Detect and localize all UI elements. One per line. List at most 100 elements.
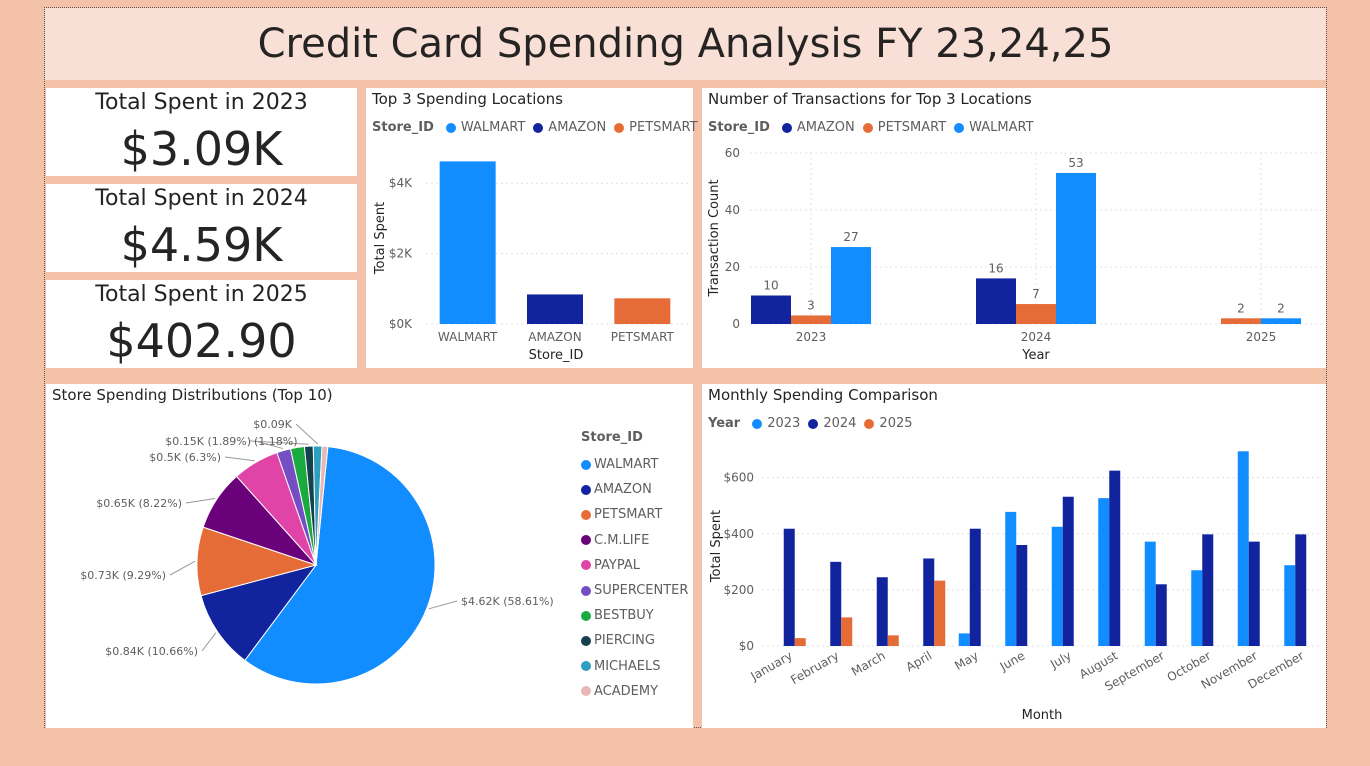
pie-legend: Store_ID WALMART AMAZON PETSMART C.M.LIFE PA…: [581, 430, 688, 704]
legend-swatch: [581, 635, 591, 646]
legend-item[interactable]: AMAZON: [548, 120, 607, 135]
legend-item[interactable]: C.M.LIFE: [581, 528, 688, 553]
bar: [887, 635, 899, 646]
x-tick-label: March: [849, 648, 888, 678]
chart-legend: Store_ID WALMART AMAZON PETSMART: [372, 120, 698, 135]
legend-label: MICHAELS: [594, 658, 661, 674]
bar: [1191, 570, 1203, 646]
legend-swatch: [752, 418, 763, 429]
legend-item[interactable]: 2024: [823, 416, 857, 431]
data-label: 3: [807, 298, 815, 312]
legend-swatch: [581, 560, 591, 571]
bar: [1295, 534, 1307, 646]
bar: [1202, 534, 1214, 646]
leader-line: [224, 456, 255, 462]
legend-item[interactable]: PETSMART: [877, 120, 947, 135]
bar: [1155, 584, 1167, 646]
legend-title: Store_ID: [581, 430, 643, 445]
legend-item[interactable]: PAYPAL: [581, 553, 688, 578]
legend-swatch: [581, 610, 591, 621]
legend-item[interactable]: 2023: [767, 416, 801, 431]
bar: [830, 561, 842, 646]
bar: [1016, 545, 1028, 646]
legend-label: WALMART: [594, 457, 659, 473]
store-pie-chart: $4.62K (58.61%) $0.84K (10.66%) $0.73K (9.…: [80, 418, 554, 685]
legend-item[interactable]: AMAZON: [796, 120, 855, 135]
bar: [969, 528, 981, 646]
legend-item[interactable]: PETSMART: [581, 502, 688, 527]
leader-line: [201, 632, 217, 652]
legend-item[interactable]: BESTBUY: [581, 603, 688, 628]
data-label: $0.65K (8.22%): [96, 497, 182, 510]
y-tick-label: 40: [725, 203, 740, 217]
x-tick-label: AMAZON: [528, 330, 581, 344]
legend-label: SUPERCENTER: [594, 583, 689, 599]
legend-label: ACADEMY: [594, 683, 659, 699]
chart-title: Monthly Spending Comparison: [708, 386, 938, 404]
legend-label: PETSMART: [594, 507, 663, 523]
legend-item[interactable]: ACADEMY: [581, 679, 688, 704]
legend-swatch: [581, 686, 591, 697]
legend-item[interactable]: PIERCING: [581, 628, 688, 653]
pie-chart-panel: Store Spending Distributions (Top 10) $4…: [46, 384, 693, 728]
chart-title: Top 3 Spending Locations: [372, 90, 563, 108]
y-tick-label: $0K: [389, 317, 413, 331]
legend-item[interactable]: SUPERCENTER: [581, 578, 688, 603]
legend-label: BESTBUY: [594, 608, 654, 624]
bar: [923, 558, 935, 646]
legend-item[interactable]: WALMART: [969, 120, 1034, 135]
leader-line: [185, 498, 215, 504]
legend-swatch: [781, 122, 792, 133]
legend-item[interactable]: WALMART: [460, 120, 526, 135]
legend-label: AMAZON: [594, 482, 652, 498]
legend-swatch: [581, 535, 591, 546]
legend-swatch: [862, 122, 873, 133]
bar: [1056, 172, 1096, 324]
kpi-card-2023: Total Spent in 2023 $3.09K: [46, 88, 357, 176]
y-axis-label: Transaction Count: [707, 179, 722, 297]
y-tick-label: $4K: [389, 176, 413, 190]
legend-item[interactable]: MICHAELS: [581, 654, 688, 679]
data-label: (1.18%): [254, 435, 298, 448]
bar: [1051, 526, 1063, 646]
kpi-label: Total Spent in 2024: [95, 186, 308, 211]
x-tick-label: June: [997, 648, 1028, 674]
data-label: 53: [1068, 156, 1083, 170]
x-tick-label: May: [952, 648, 980, 673]
x-tick-label: July: [1047, 648, 1074, 671]
legend-label: PIERCING: [594, 633, 655, 649]
legend-swatch: [581, 661, 591, 672]
legend-item[interactable]: AMAZON: [581, 477, 688, 502]
legend-swatch: [954, 122, 965, 133]
kpi-card-2025: Total Spent in 2025 $402.90: [46, 280, 357, 368]
leader-line: [428, 600, 458, 610]
y-tick-label: 20: [725, 260, 740, 274]
bar: [1062, 496, 1074, 646]
data-label: $0.84K (10.66%): [105, 645, 198, 658]
x-tick-label: 2025: [1246, 330, 1277, 344]
x-axis-label: Month: [1022, 708, 1063, 723]
bar: [794, 638, 806, 646]
legend-item[interactable]: WALMART: [581, 452, 688, 477]
data-label: $0.73K (9.29%): [80, 569, 166, 582]
x-tick-label: February: [788, 648, 841, 687]
bar: [831, 247, 871, 324]
bar: [1098, 498, 1110, 646]
legend-item[interactable]: 2025: [879, 416, 913, 431]
bar: [751, 295, 791, 324]
bar: [976, 278, 1016, 324]
x-tick-label: 2024: [1021, 330, 1052, 344]
legend-item[interactable]: PETSMART: [629, 120, 698, 135]
y-axis-label: Total Spent: [709, 510, 724, 583]
bar: [1109, 470, 1121, 646]
kpi-label: Total Spent in 2023: [95, 90, 308, 115]
bar: [1221, 318, 1261, 324]
y-tick-label: $400: [723, 527, 754, 541]
legend-swatch: [445, 122, 456, 133]
bar: [1261, 318, 1301, 324]
legend-swatch: [581, 459, 591, 470]
bar: [614, 298, 671, 324]
kpi-label: Total Spent in 2025: [95, 282, 308, 307]
y-tick-label: $2K: [389, 247, 413, 261]
